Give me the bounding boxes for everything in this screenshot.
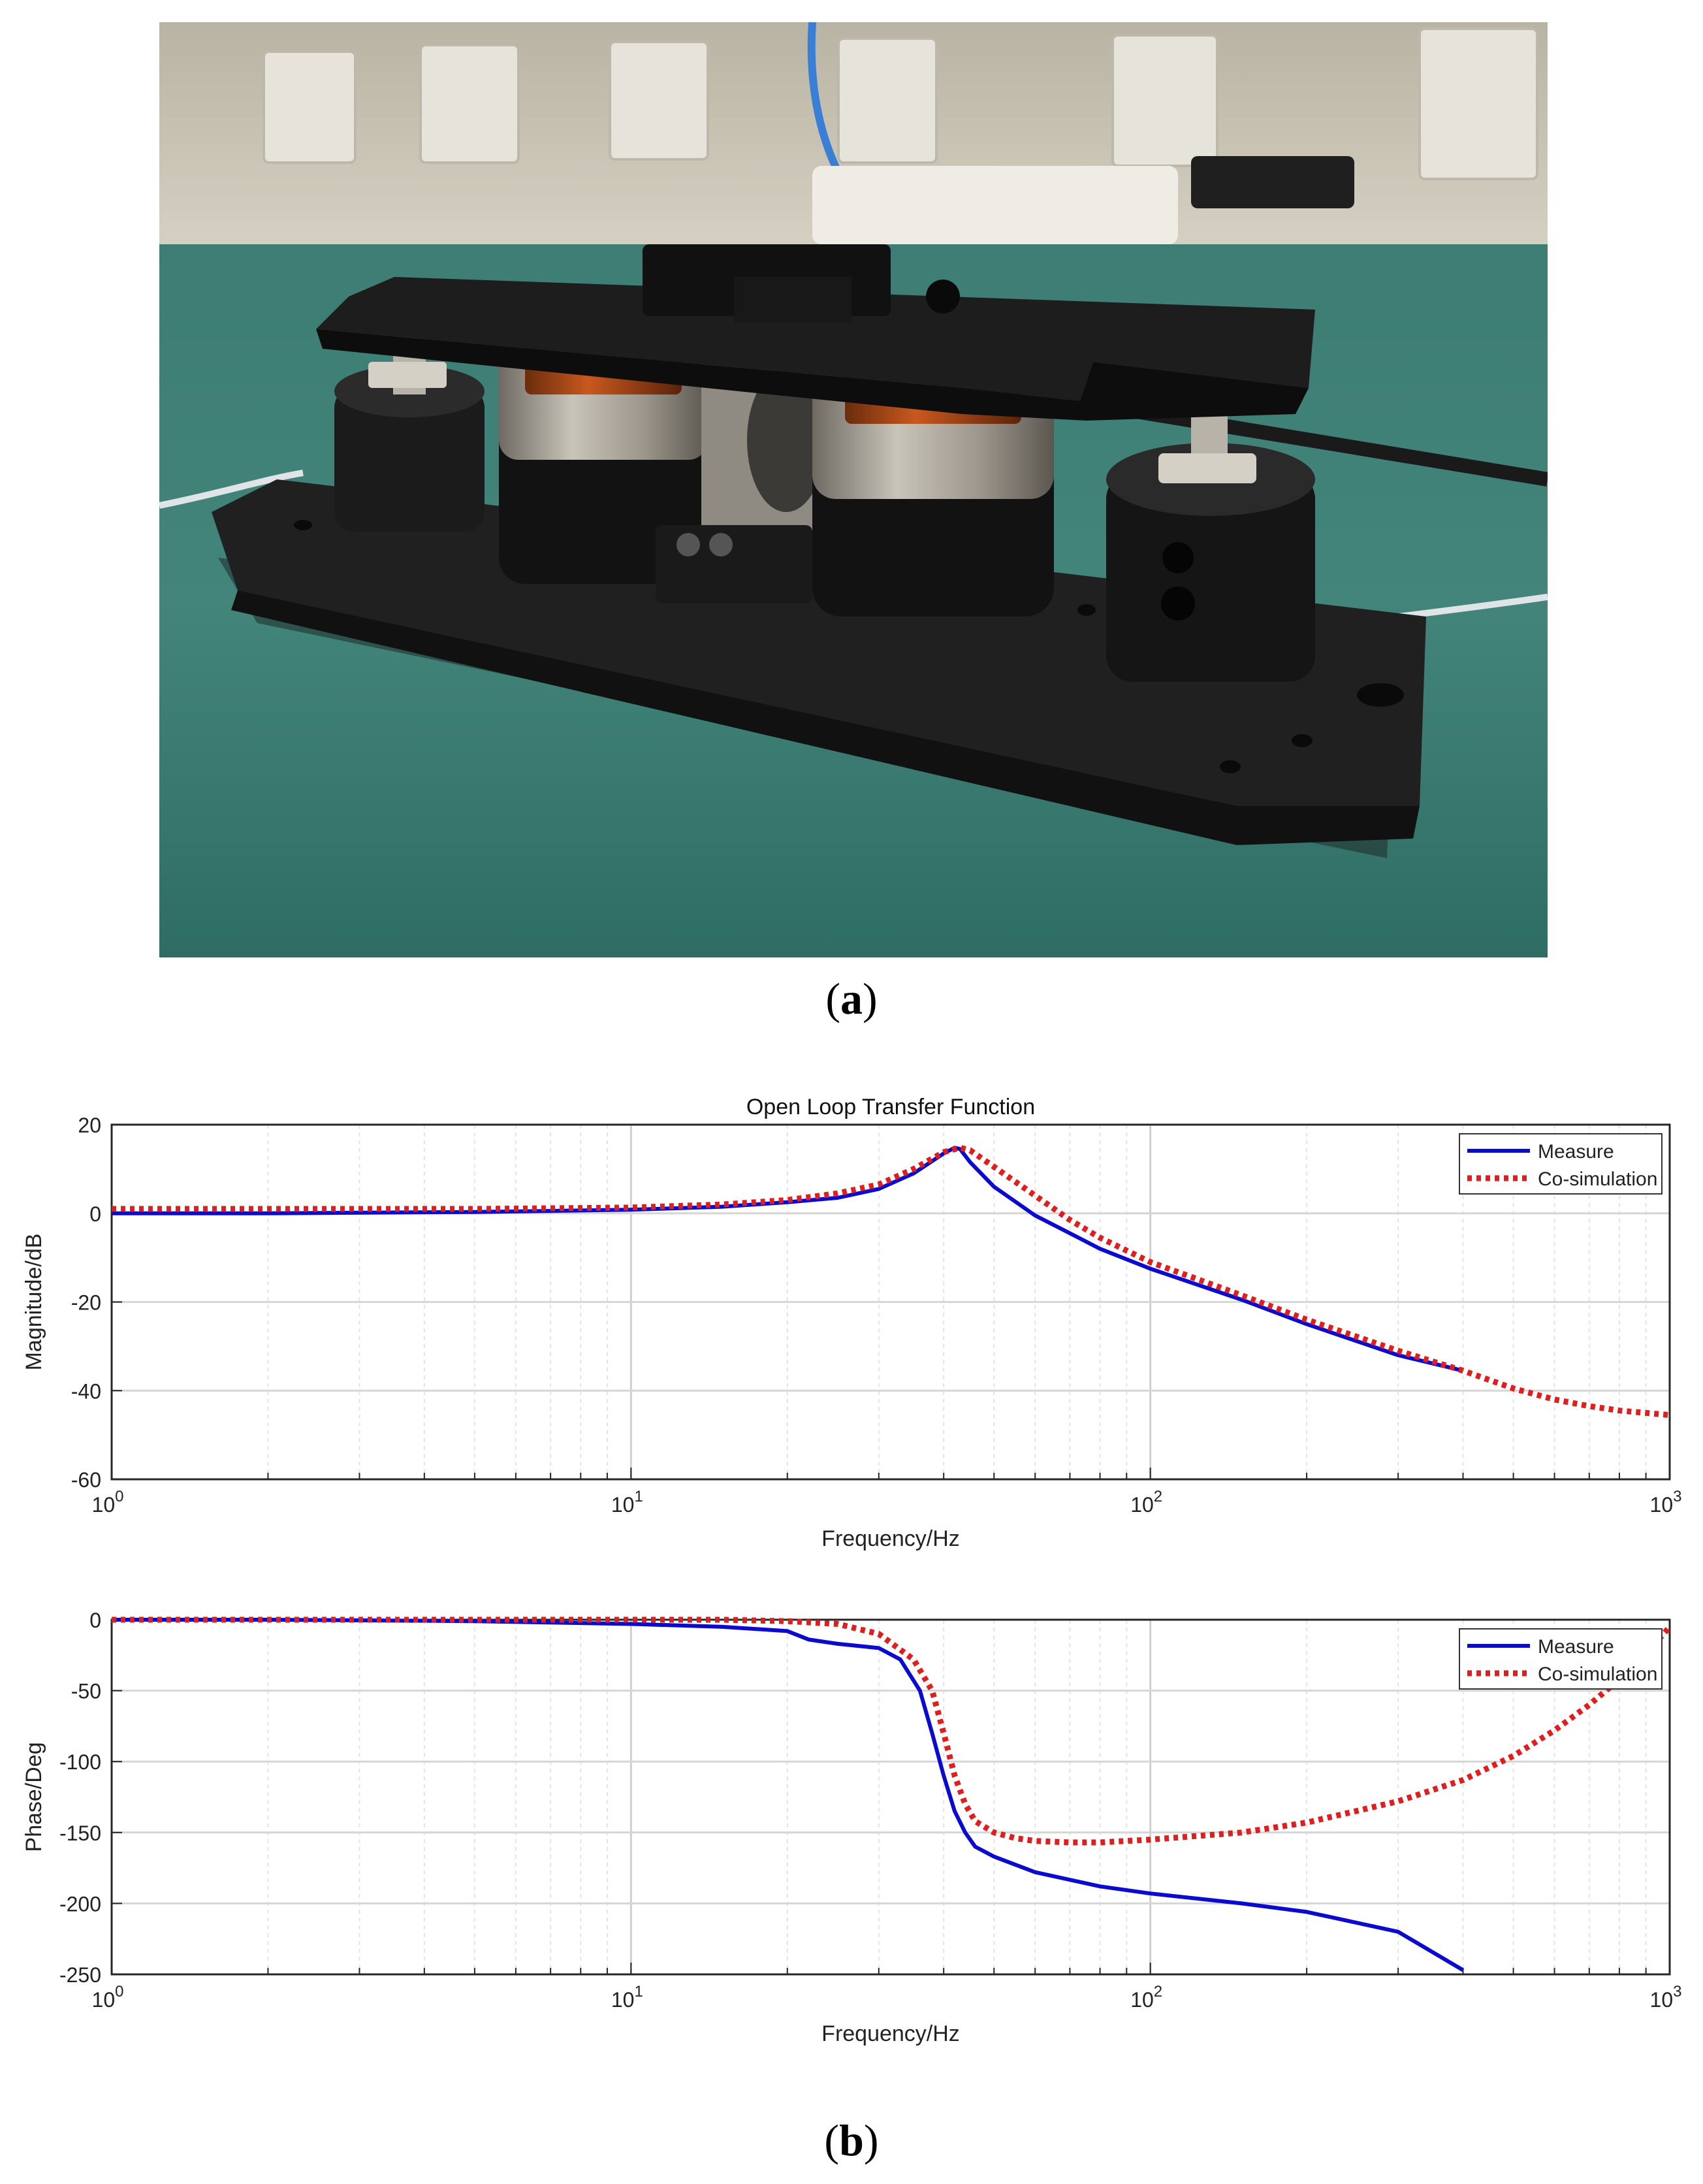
x-tick-label: 100: [92, 1488, 124, 1517]
adapter: [1191, 156, 1354, 208]
x-tick-label: 102: [1130, 1983, 1162, 2012]
y-tick-label: -200: [59, 1892, 101, 1916]
x-tick-label: 103: [1650, 1983, 1682, 2012]
legend-label: Measure: [1538, 1141, 1614, 1163]
x-tick-label: 103: [1650, 1488, 1682, 1517]
x-axis-label: Frequency/Hz: [821, 2021, 960, 2046]
chart-title: Open Loop Transfer Function: [746, 1095, 1035, 1119]
phase-chart: -250 -200 -150 -100 -50 0 100 101 102 103 Frequenc…: [22, 1609, 1681, 2046]
legend-box: [1459, 1628, 1663, 1690]
y-tick-label: 20: [78, 1114, 101, 1137]
y-tick-label: -150: [59, 1822, 101, 1845]
damper-left: [334, 329, 485, 532]
y-tick-label: -20: [71, 1291, 101, 1315]
y-axis-label: Phase/Deg: [22, 1742, 46, 1852]
series-co-simulation-line: [112, 1616, 1672, 1846]
photo-vibration-isolator: [159, 22, 1548, 957]
y-tick-label: -100: [59, 1750, 101, 1774]
legend-label: Measure: [1538, 1636, 1614, 1658]
y-tick-label: -50: [71, 1680, 101, 1703]
power-strip: [812, 166, 1178, 244]
y-tick-label: 0: [89, 1202, 101, 1226]
magnitude-chart: -60 -40 -20 0 20 100 101 102 103 Frequency/Hz Magn…: [22, 1095, 1681, 1551]
wall-sockets: [263, 27, 1538, 180]
caption-b: (b): [824, 2115, 879, 2165]
y-axis-label: Magnitude/dB: [22, 1234, 46, 1371]
x-tick-label: 100: [92, 1983, 124, 2012]
series-measure-line: [112, 1146, 1464, 1373]
y-tick-label: -250: [59, 1963, 101, 1987]
damper-right: [1106, 388, 1315, 682]
base-plate-edge: [231, 590, 1420, 845]
legend: Measure Co-simulation: [1459, 1133, 1663, 1195]
legend-box: [1459, 1133, 1663, 1195]
y-tick-label: 0: [89, 1609, 101, 1632]
caption-a: (a): [825, 974, 878, 1023]
x-tick-label: 101: [611, 1983, 643, 2012]
y-tick-label: -40: [71, 1379, 101, 1403]
series-measure-line: [112, 1618, 1465, 1972]
legend: Measure Co-simulation: [1459, 1628, 1663, 1690]
top-plate: [316, 244, 1315, 421]
y-tick-label: -60: [71, 1468, 101, 1492]
white-cable-left: [159, 470, 304, 509]
x-tick-label: 101: [611, 1488, 643, 1517]
series-co-simulation-line: [112, 1144, 1670, 1419]
legend-label: Co-simulation: [1538, 1168, 1657, 1190]
x-tick-label: 102: [1130, 1488, 1162, 1517]
plot-frame: [110, 1618, 1671, 1976]
legend-label: Co-simulation: [1538, 1663, 1657, 1685]
x-axis-label: Frequency/Hz: [821, 1526, 960, 1551]
base-plate-holes: [294, 520, 1404, 773]
